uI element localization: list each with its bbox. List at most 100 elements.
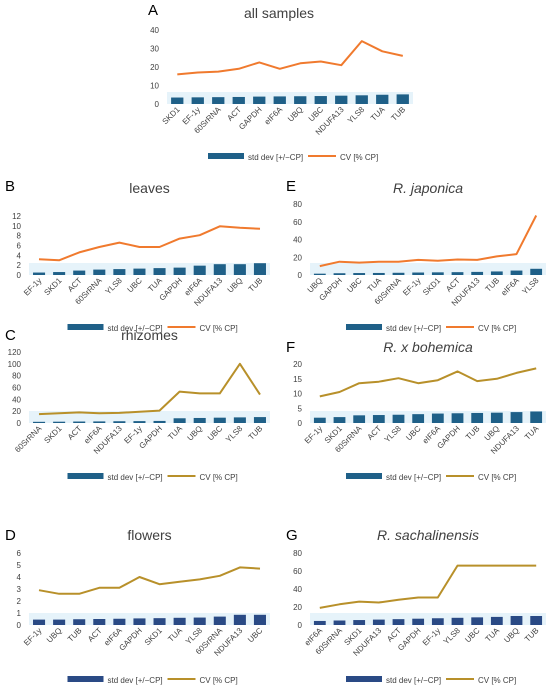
y-tick-label: 0	[298, 621, 303, 630]
y-tick-label: 80	[12, 372, 21, 381]
legend: std dev [+/−CP] CV [% CP]	[346, 324, 516, 333]
y-tick-label: 80	[293, 549, 302, 558]
legend-label-cv: CV [% CP]	[200, 324, 238, 333]
bar	[253, 417, 266, 423]
y-tick-label: 0	[17, 419, 22, 428]
bar-band	[167, 92, 413, 104]
y-tick-label: 0	[298, 419, 303, 428]
x-tick-label: GAPDH	[117, 626, 144, 653]
x-tick-label: TUB	[66, 626, 84, 644]
y-tick-label: 5	[17, 561, 22, 570]
chart-title: flowers	[127, 527, 171, 543]
bar	[253, 96, 266, 104]
x-tick-label: GAPDH	[158, 276, 185, 303]
bar-band	[29, 613, 270, 625]
x-tick-label: EF-1y	[421, 626, 442, 647]
bar	[313, 273, 326, 275]
x-tick-label: GAPDH	[237, 105, 264, 132]
bar	[372, 619, 385, 625]
chart-title: R. x bohemica	[383, 339, 473, 355]
x-tick-label: EF-1y	[22, 626, 43, 647]
bar	[431, 413, 444, 423]
y-tick-label: 1	[17, 609, 22, 618]
x-tick-label: UBQ	[45, 626, 64, 645]
y-tick-label: 60	[12, 384, 21, 393]
x-tick-label: eIF6A	[263, 105, 285, 127]
x-tick-label: YLS8	[442, 626, 463, 647]
bar	[113, 421, 126, 423]
bar	[412, 272, 425, 275]
bar	[173, 617, 186, 625]
x-tick-label: UBC	[206, 424, 224, 442]
y-tick-label: 60	[293, 567, 302, 576]
y-tick-label: 10	[12, 222, 21, 231]
cv-line	[319, 564, 537, 609]
y-tick-label: 8	[17, 232, 22, 241]
x-tick-label: TUA	[166, 424, 184, 442]
bar	[133, 618, 146, 625]
bar	[490, 616, 503, 625]
bar	[451, 272, 464, 275]
y-tick-label: 0	[17, 621, 22, 630]
panel-letter: F	[286, 339, 295, 356]
cv-line	[319, 215, 538, 268]
y-tick-label: 0	[155, 100, 160, 109]
bar	[376, 94, 389, 104]
bar	[73, 270, 86, 275]
x-tick-label: SKD1	[42, 276, 64, 298]
bar	[212, 97, 225, 104]
bar	[73, 619, 86, 625]
cv-line	[319, 367, 537, 398]
x-tick-label: TUA	[484, 626, 502, 644]
bar	[431, 272, 444, 275]
y-tick-label: 6	[17, 242, 22, 251]
x-tick-label: SKD1	[421, 276, 443, 298]
x-tick-label: SKD1	[42, 424, 64, 446]
legend-label-std-dev: std dev [+/−CP]	[386, 324, 441, 333]
y-tick-label: 0	[17, 271, 22, 280]
y-tick-label: 80	[293, 200, 302, 209]
bar	[372, 415, 385, 423]
bar	[451, 413, 464, 423]
y-tick-label: 20	[293, 253, 302, 262]
bar	[335, 95, 348, 104]
bar	[233, 614, 246, 625]
legend-label-std-dev: std dev [+/−CP]	[108, 676, 163, 685]
bar	[73, 421, 86, 423]
bar	[173, 418, 186, 423]
chart-title: R. sachalinensis	[377, 527, 479, 543]
y-tick-label: 20	[12, 407, 21, 416]
x-tick-label: YLS8	[104, 276, 125, 297]
bar	[490, 271, 503, 275]
bar	[133, 268, 146, 275]
legend: std dev [+/−CP] CV [% CP]	[208, 153, 378, 162]
bar	[333, 273, 346, 275]
bar	[233, 417, 246, 423]
x-tick-label: TUB	[389, 105, 407, 123]
y-tick-label: 12	[12, 212, 21, 221]
bar	[153, 420, 166, 423]
bar	[153, 268, 166, 275]
panel-letter: A	[148, 2, 158, 19]
bar	[213, 417, 226, 423]
cv-line	[38, 566, 261, 595]
x-tick-label: TUA	[166, 626, 184, 644]
bar	[33, 272, 46, 275]
cv-line	[38, 362, 261, 416]
x-tick-label: 60SrRNA	[13, 424, 44, 455]
x-tick-label: TUB	[247, 276, 265, 294]
x-tick-label: UBC	[463, 626, 481, 644]
x-tick-label: UBQ	[226, 276, 245, 295]
y-tick-label: 10	[150, 82, 159, 91]
legend-label-std-dev: std dev [+/−CP]	[386, 676, 441, 685]
x-tick-label: EF-1y	[22, 276, 43, 297]
x-tick-label: SKD1	[161, 105, 183, 127]
legend-label-std-dev: std dev [+/−CP]	[108, 324, 163, 333]
bar	[471, 617, 484, 625]
x-tick-label: TUB	[523, 626, 541, 644]
bar	[193, 417, 206, 423]
panel-letter: G	[286, 527, 298, 544]
legend-label-std-dev: std dev [+/−CP]	[386, 473, 441, 482]
